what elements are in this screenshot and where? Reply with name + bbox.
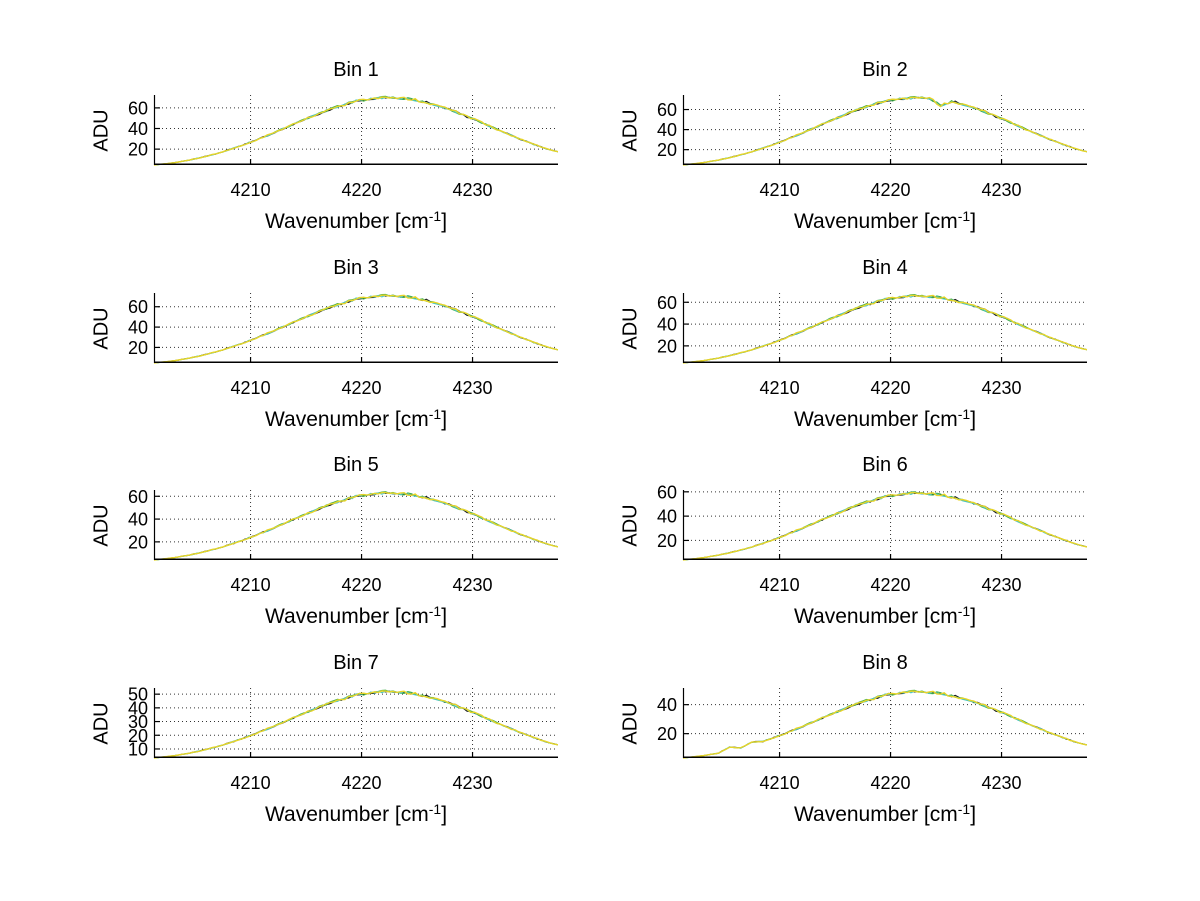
plot-title: Bin 2 bbox=[862, 59, 908, 81]
svg-text:4230: 4230 bbox=[982, 378, 1022, 398]
plot-title: Bin 5 bbox=[333, 454, 379, 476]
plot-title: Bin 6 bbox=[862, 454, 908, 476]
svg-text:4230: 4230 bbox=[453, 575, 493, 595]
svg-text:20: 20 bbox=[128, 140, 148, 160]
subplot-bin-3: Bin 3 ADU 20 40 60 4210 4220 4230 Wavenumber … bbox=[91, 257, 558, 431]
svg-text:4220: 4220 bbox=[871, 773, 911, 793]
svg-text:4230: 4230 bbox=[982, 773, 1022, 793]
y-axis-label: ADU bbox=[90, 701, 113, 745]
svg-text:4220: 4220 bbox=[871, 180, 911, 200]
y-axis-label: ADU bbox=[90, 108, 113, 152]
svg-text:20: 20 bbox=[657, 531, 677, 551]
svg-text:40: 40 bbox=[657, 315, 677, 335]
svg-text:60: 60 bbox=[128, 297, 148, 317]
y-axis-label: ADU bbox=[619, 503, 642, 547]
subplot-bin-6: Bin 6 ADU 20 40 60 4210 4220 4230 Wavenumber … bbox=[620, 454, 1087, 628]
plot-area-bin-6: 20 40 60 4210 4220 4230 bbox=[657, 482, 1087, 595]
svg-text:10: 10 bbox=[128, 739, 148, 759]
plot-title: Bin 3 bbox=[333, 257, 379, 279]
subplot-bin-2: Bin 2 ADU 20 40 60 4210 4220 4230 Wavenumber … bbox=[620, 59, 1087, 233]
svg-text:4220: 4220 bbox=[342, 378, 382, 398]
x-axis-label: Wavenumber [cm-1] bbox=[264, 208, 448, 233]
svg-text:4210: 4210 bbox=[231, 378, 271, 398]
svg-text:20: 20 bbox=[128, 532, 148, 552]
svg-text:60: 60 bbox=[657, 293, 677, 313]
svg-text:20: 20 bbox=[128, 338, 148, 358]
svg-text:40: 40 bbox=[128, 698, 148, 718]
y-axis-label: ADU bbox=[90, 306, 113, 350]
svg-text:4210: 4210 bbox=[231, 575, 271, 595]
svg-text:20: 20 bbox=[657, 724, 677, 744]
svg-text:4210: 4210 bbox=[231, 773, 271, 793]
svg-text:30: 30 bbox=[128, 712, 148, 732]
svg-text:60: 60 bbox=[657, 100, 677, 120]
svg-text:4220: 4220 bbox=[342, 575, 382, 595]
y-axis-label: ADU bbox=[619, 306, 642, 350]
svg-text:40: 40 bbox=[128, 318, 148, 338]
y-axis-label: ADU bbox=[619, 108, 642, 152]
svg-text:4230: 4230 bbox=[453, 180, 493, 200]
plot-title: Bin 7 bbox=[333, 652, 379, 674]
svg-text:4210: 4210 bbox=[760, 575, 800, 595]
plot-area-bin-8: 20 40 4210 4220 4230 bbox=[657, 688, 1087, 793]
subplot-bin-7: Bin 7 ADU 10 20 30 40 50 4210 4220 4230 Wavenum… bbox=[91, 652, 558, 826]
x-axis-label: Wavenumber [cm-1] bbox=[793, 406, 977, 431]
x-axis-label: Wavenumber [cm-1] bbox=[793, 801, 977, 826]
x-axis-label: Wavenumber [cm-1] bbox=[264, 406, 448, 431]
svg-text:60: 60 bbox=[128, 98, 148, 118]
svg-text:40: 40 bbox=[128, 510, 148, 530]
plot-title: Bin 8 bbox=[862, 652, 908, 674]
subplot-bin-4: Bin 4 ADU 20 40 60 4210 4220 4230 Wavenumber … bbox=[620, 257, 1087, 431]
svg-text:50: 50 bbox=[128, 685, 148, 705]
svg-text:4230: 4230 bbox=[982, 575, 1022, 595]
svg-text:4210: 4210 bbox=[760, 378, 800, 398]
y-axis-label: ADU bbox=[619, 701, 642, 745]
svg-text:4210: 4210 bbox=[760, 180, 800, 200]
svg-text:20: 20 bbox=[657, 336, 677, 356]
svg-text:4220: 4220 bbox=[342, 773, 382, 793]
svg-text:4220: 4220 bbox=[871, 378, 911, 398]
svg-text:20: 20 bbox=[128, 726, 148, 746]
subplot-bin-8: Bin 8 ADU 20 40 4210 4220 4230 Wavenumber [c… bbox=[620, 652, 1087, 826]
svg-text:40: 40 bbox=[657, 120, 677, 140]
svg-text:60: 60 bbox=[128, 487, 148, 507]
x-axis-label: Wavenumber [cm-1] bbox=[793, 208, 977, 233]
svg-text:4230: 4230 bbox=[982, 180, 1022, 200]
svg-text:40: 40 bbox=[657, 695, 677, 715]
svg-text:60: 60 bbox=[657, 482, 677, 502]
svg-text:20: 20 bbox=[657, 140, 677, 160]
subplot-bin-1: Bin 1 ADU 20 40 60 4210 4220 4230 Wavenumber … bbox=[91, 59, 558, 233]
plot-title: Bin 1 bbox=[333, 59, 379, 81]
svg-text:4230: 4230 bbox=[453, 378, 493, 398]
svg-text:4220: 4220 bbox=[342, 180, 382, 200]
svg-text:4220: 4220 bbox=[871, 575, 911, 595]
plot-title: Bin 4 bbox=[862, 257, 908, 279]
svg-text:40: 40 bbox=[128, 119, 148, 139]
svg-text:4230: 4230 bbox=[453, 773, 493, 793]
x-axis-label: Wavenumber [cm-1] bbox=[264, 603, 448, 628]
svg-text:40: 40 bbox=[657, 507, 677, 527]
svg-text:4210: 4210 bbox=[231, 180, 271, 200]
x-axis-label: Wavenumber [cm-1] bbox=[793, 603, 977, 628]
subplot-bin-5: Bin 5 ADU 20 40 60 4210 4220 4230 Wavenumber … bbox=[91, 454, 558, 628]
svg-text:4210: 4210 bbox=[760, 773, 800, 793]
x-axis-label: Wavenumber [cm-1] bbox=[264, 801, 448, 826]
y-axis-label: ADU bbox=[90, 503, 113, 547]
